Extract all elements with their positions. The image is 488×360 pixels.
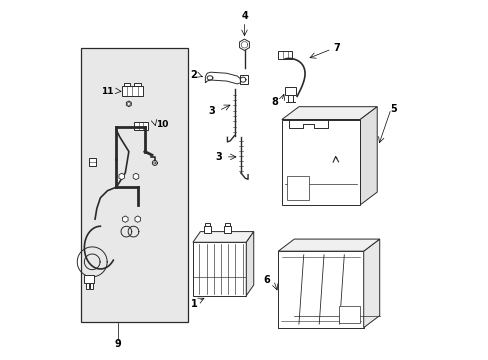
Polygon shape <box>126 101 131 107</box>
Bar <box>281 120 359 205</box>
Bar <box>134 122 147 130</box>
Text: 4: 4 <box>241 11 247 21</box>
Polygon shape <box>278 239 379 251</box>
Polygon shape <box>246 231 253 296</box>
Text: 3: 3 <box>215 152 222 162</box>
Bar <box>85 283 88 288</box>
Text: 10: 10 <box>155 120 167 129</box>
Bar <box>192 242 246 296</box>
Text: 3: 3 <box>208 105 215 116</box>
Polygon shape <box>135 216 140 222</box>
Text: 7: 7 <box>332 43 339 53</box>
Bar <box>81 48 187 322</box>
Polygon shape <box>133 173 139 180</box>
Bar <box>204 223 209 226</box>
Bar <box>338 306 359 323</box>
Text: 2: 2 <box>190 70 196 80</box>
Text: 9: 9 <box>115 339 122 349</box>
Text: 11: 11 <box>101 86 113 95</box>
Bar <box>88 158 96 166</box>
Polygon shape <box>363 239 379 328</box>
Bar <box>90 283 93 288</box>
Bar <box>123 83 130 86</box>
Bar <box>278 51 291 59</box>
Polygon shape <box>281 107 376 120</box>
Bar <box>122 86 143 96</box>
Polygon shape <box>192 231 253 242</box>
Polygon shape <box>239 39 249 50</box>
Bar <box>203 226 211 233</box>
Bar <box>240 75 247 84</box>
Text: 5: 5 <box>390 104 397 114</box>
Bar <box>84 275 94 283</box>
Bar <box>286 176 308 199</box>
Bar <box>223 226 230 233</box>
Bar <box>134 83 141 86</box>
Polygon shape <box>205 72 241 84</box>
Polygon shape <box>359 107 376 205</box>
Polygon shape <box>119 173 124 180</box>
Text: 8: 8 <box>270 98 277 107</box>
Text: 1: 1 <box>191 299 198 309</box>
Bar <box>285 87 295 95</box>
Text: 6: 6 <box>263 275 269 285</box>
Polygon shape <box>122 216 128 222</box>
Bar <box>224 223 229 226</box>
